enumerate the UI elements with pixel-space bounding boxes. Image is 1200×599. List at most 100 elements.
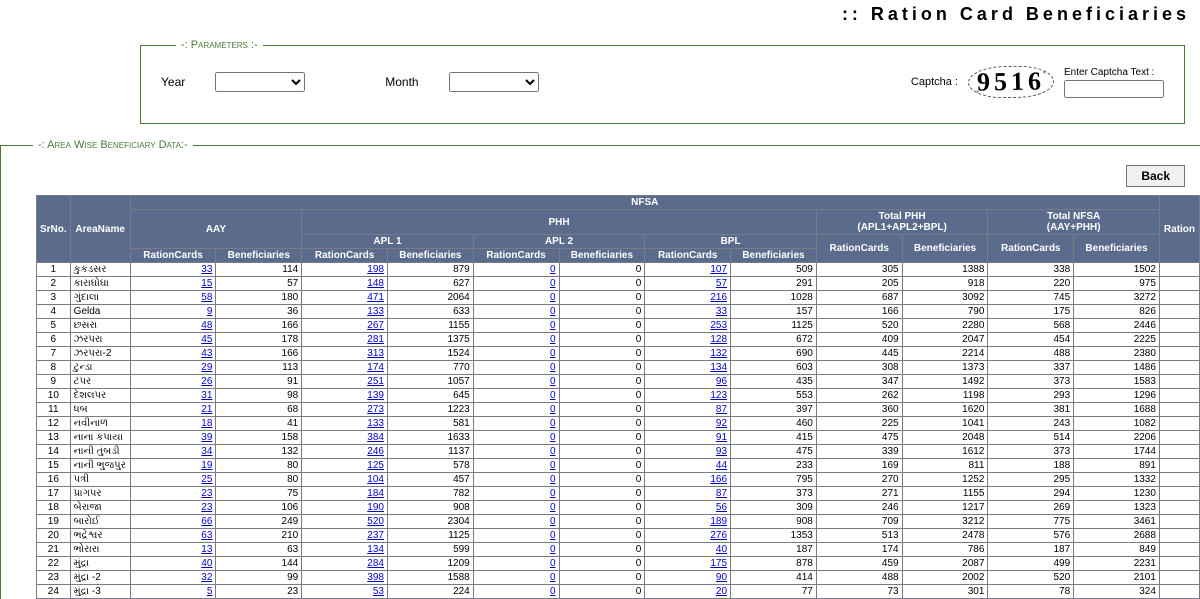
link-a2_rc[interactable]: 0 xyxy=(550,376,556,387)
link-aay_rc[interactable]: 26 xyxy=(201,376,212,387)
link-bpl_rc[interactable]: 132 xyxy=(710,348,727,359)
link-a1_rc[interactable]: 398 xyxy=(367,572,384,583)
link-a1_rc[interactable]: 148 xyxy=(367,278,384,289)
link-a2_rc[interactable]: 0 xyxy=(550,292,556,303)
link-bpl_rc[interactable]: 33 xyxy=(716,306,727,317)
captcha-input[interactable] xyxy=(1064,80,1164,98)
link-bpl_rc[interactable]: 90 xyxy=(716,572,727,583)
cell-a1_b: 770 xyxy=(387,361,473,375)
link-aay_rc[interactable]: 31 xyxy=(201,390,212,401)
link-a1_rc[interactable]: 184 xyxy=(367,488,384,499)
link-bpl_rc[interactable]: 96 xyxy=(716,376,727,387)
link-aay_rc[interactable]: 32 xyxy=(201,572,212,583)
link-a2_rc[interactable]: 0 xyxy=(550,320,556,331)
link-a1_rc[interactable]: 246 xyxy=(367,446,384,457)
link-a2_rc[interactable]: 0 xyxy=(550,404,556,415)
link-a2_rc[interactable]: 0 xyxy=(550,572,556,583)
link-aay_rc[interactable]: 43 xyxy=(201,348,212,359)
link-a1_rc[interactable]: 53 xyxy=(373,586,384,597)
link-aay_rc[interactable]: 25 xyxy=(201,474,212,485)
link-aay_rc[interactable]: 40 xyxy=(201,558,212,569)
link-bpl_rc[interactable]: 40 xyxy=(716,544,727,555)
link-bpl_rc[interactable]: 253 xyxy=(710,320,727,331)
link-a1_rc[interactable]: 104 xyxy=(367,474,384,485)
link-a2_rc[interactable]: 0 xyxy=(550,334,556,345)
link-bpl_rc[interactable]: 87 xyxy=(716,404,727,415)
cell-a1_rc: 284 xyxy=(302,557,388,571)
link-bpl_rc[interactable]: 175 xyxy=(710,558,727,569)
link-a1_rc[interactable]: 133 xyxy=(367,306,384,317)
link-bpl_rc[interactable]: 216 xyxy=(710,292,727,303)
year-select[interactable] xyxy=(215,72,305,92)
link-a2_rc[interactable]: 0 xyxy=(550,264,556,275)
link-aay_rc[interactable]: 58 xyxy=(201,292,212,303)
link-aay_rc[interactable]: 66 xyxy=(201,516,212,527)
link-aay_rc[interactable]: 45 xyxy=(201,334,212,345)
link-a1_rc[interactable]: 139 xyxy=(367,390,384,401)
link-a1_rc[interactable]: 190 xyxy=(367,502,384,513)
link-a2_rc[interactable]: 0 xyxy=(550,278,556,289)
link-a2_rc[interactable]: 0 xyxy=(550,390,556,401)
link-aay_rc[interactable]: 34 xyxy=(201,446,212,457)
cell-tn_rc: 499 xyxy=(988,557,1074,571)
link-a2_rc[interactable]: 0 xyxy=(550,432,556,443)
link-bpl_rc[interactable]: 93 xyxy=(716,446,727,457)
link-a2_rc[interactable]: 0 xyxy=(550,418,556,429)
link-a1_rc[interactable]: 520 xyxy=(367,516,384,527)
link-aay_rc[interactable]: 15 xyxy=(201,278,212,289)
link-bpl_rc[interactable]: 128 xyxy=(710,334,727,345)
link-a2_rc[interactable]: 0 xyxy=(550,558,556,569)
link-bpl_rc[interactable]: 91 xyxy=(716,432,727,443)
link-a2_rc[interactable]: 0 xyxy=(550,516,556,527)
link-aay_rc[interactable]: 5 xyxy=(207,586,213,597)
link-bpl_rc[interactable]: 56 xyxy=(716,502,727,513)
link-a1_rc[interactable]: 284 xyxy=(367,558,384,569)
link-bpl_rc[interactable]: 166 xyxy=(710,474,727,485)
link-a2_rc[interactable]: 0 xyxy=(550,586,556,597)
link-a2_rc[interactable]: 0 xyxy=(550,544,556,555)
link-aay_rc[interactable]: 13 xyxy=(201,544,212,555)
link-a1_rc[interactable]: 134 xyxy=(367,544,384,555)
link-aay_rc[interactable]: 39 xyxy=(201,432,212,443)
link-a2_rc[interactable]: 0 xyxy=(550,460,556,471)
link-a1_rc[interactable]: 133 xyxy=(367,418,384,429)
link-a2_rc[interactable]: 0 xyxy=(550,488,556,499)
link-bpl_rc[interactable]: 44 xyxy=(716,460,727,471)
link-a2_rc[interactable]: 0 xyxy=(550,348,556,359)
link-bpl_rc[interactable]: 134 xyxy=(710,362,727,373)
link-a2_rc[interactable]: 0 xyxy=(550,502,556,513)
link-bpl_rc[interactable]: 57 xyxy=(716,278,727,289)
link-bpl_rc[interactable]: 20 xyxy=(716,586,727,597)
link-aay_rc[interactable]: 29 xyxy=(201,362,212,373)
cell-srno: 10 xyxy=(37,389,71,403)
back-button[interactable]: Back xyxy=(1126,165,1185,187)
link-a1_rc[interactable]: 471 xyxy=(367,292,384,303)
link-a1_rc[interactable]: 267 xyxy=(367,320,384,331)
link-bpl_rc[interactable]: 92 xyxy=(716,418,727,429)
link-a1_rc[interactable]: 174 xyxy=(367,362,384,373)
link-aay_rc[interactable]: 18 xyxy=(201,418,212,429)
link-aay_rc[interactable]: 23 xyxy=(201,502,212,513)
link-bpl_rc[interactable]: 189 xyxy=(710,516,727,527)
link-a1_rc[interactable]: 313 xyxy=(367,348,384,359)
link-aay_rc[interactable]: 33 xyxy=(201,264,212,275)
link-aay_rc[interactable]: 19 xyxy=(201,460,212,471)
link-bpl_rc[interactable]: 123 xyxy=(710,390,727,401)
link-a2_rc[interactable]: 0 xyxy=(550,446,556,457)
link-a2_rc[interactable]: 0 xyxy=(550,362,556,373)
link-a1_rc[interactable]: 273 xyxy=(367,404,384,415)
link-aay_rc[interactable]: 9 xyxy=(207,306,213,317)
link-a1_rc[interactable]: 125 xyxy=(367,460,384,471)
link-bpl_rc[interactable]: 87 xyxy=(716,488,727,499)
link-aay_rc[interactable]: 23 xyxy=(201,488,212,499)
link-aay_rc[interactable]: 48 xyxy=(201,320,212,331)
link-a1_rc[interactable]: 384 xyxy=(367,432,384,443)
link-a2_rc[interactable]: 0 xyxy=(550,306,556,317)
link-a1_rc[interactable]: 251 xyxy=(367,376,384,387)
link-bpl_rc[interactable]: 107 xyxy=(710,264,727,275)
link-a1_rc[interactable]: 198 xyxy=(367,264,384,275)
link-a2_rc[interactable]: 0 xyxy=(550,474,556,485)
month-select[interactable] xyxy=(449,72,539,92)
link-aay_rc[interactable]: 21 xyxy=(201,404,212,415)
link-a1_rc[interactable]: 281 xyxy=(367,334,384,345)
